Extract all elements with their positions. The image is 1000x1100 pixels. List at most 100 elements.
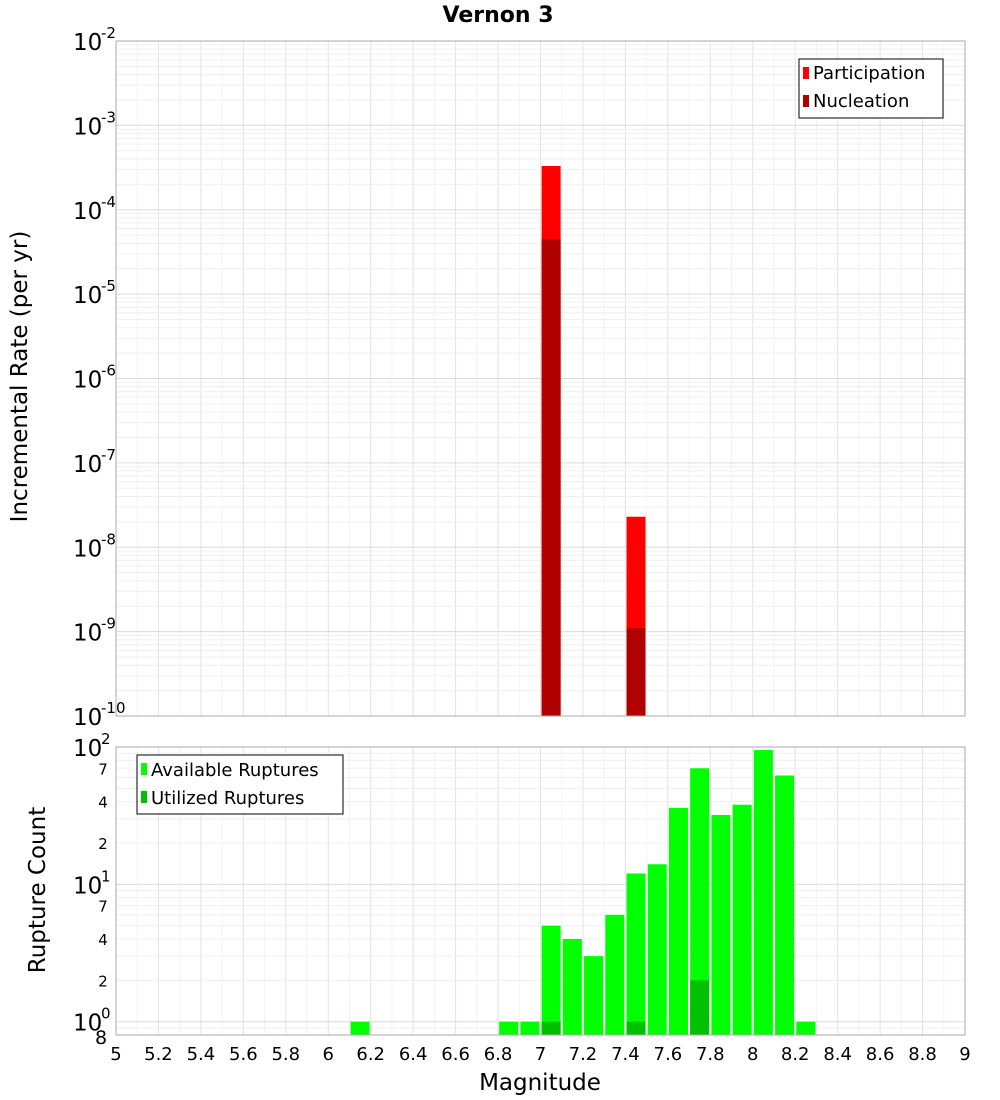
x-tick-label: 7 — [535, 1044, 546, 1065]
y-tick-exponent: -7 — [101, 446, 116, 464]
y-minor-tick-label: 4 — [98, 931, 108, 949]
y-tick-exponent: -4 — [101, 193, 116, 211]
y-tick-exponent: -2 — [101, 24, 116, 42]
x-tick-label: 8.4 — [823, 1044, 852, 1065]
available-ruptures-bar — [796, 1021, 816, 1035]
y-tick-label: 10 — [73, 283, 102, 309]
available-ruptures-bar — [605, 914, 625, 1035]
x-tick-label: 6.2 — [356, 1044, 385, 1065]
available-ruptures-bar — [626, 873, 646, 1035]
y-tick-exponent: -6 — [101, 362, 116, 380]
y-tick-label: 10 — [73, 368, 102, 394]
available-ruptures-bar — [753, 750, 773, 1035]
y-tick-label: 10 — [73, 1011, 102, 1037]
rate-y-axis-label: Incremental Rate (per yr) — [7, 231, 33, 523]
count-y-axis-label: Rupture Count — [25, 807, 51, 973]
legend-swatch-nucleation — [803, 95, 809, 107]
chart-title: Vernon 3 — [443, 3, 554, 28]
available-ruptures-bar — [584, 956, 604, 1035]
y-minor-tick-label: 2 — [98, 972, 108, 990]
y-tick-exponent: 0 — [101, 1005, 111, 1023]
y-minor-tick-label: 7 — [98, 898, 108, 916]
x-tick-label: 8.6 — [866, 1044, 895, 1065]
x-tick-label: 8.2 — [781, 1044, 810, 1065]
x-tick-label: 5.8 — [271, 1044, 300, 1065]
available-ruptures-bar — [711, 814, 731, 1035]
x-tick-label: 5.4 — [187, 1044, 216, 1065]
y-tick-exponent: -10 — [101, 699, 126, 717]
available-ruptures-bar — [668, 807, 688, 1035]
legend-label-participation: Participation — [813, 63, 925, 84]
x-tick-label: 6.8 — [484, 1044, 513, 1065]
count-legend-box — [136, 754, 344, 815]
legend-swatch-participation — [803, 67, 809, 79]
legend-label-nucleation: Nucleation — [813, 91, 909, 112]
y-tick-label: 10 — [73, 705, 102, 731]
y-tick-label: 10 — [73, 199, 102, 225]
available-ruptures-bar — [541, 925, 561, 1035]
x-tick-label: 5 — [110, 1044, 121, 1065]
rate-legend: Participation Nucleation — [798, 58, 944, 119]
y-tick-label: 10 — [73, 736, 102, 762]
x-axis-label: Magnitude — [479, 1070, 601, 1096]
y-tick-exponent: 2 — [101, 730, 111, 748]
available-ruptures-bar — [520, 1021, 540, 1035]
x-tick-label: 8 — [747, 1044, 758, 1065]
rate-bars — [541, 166, 646, 717]
y-tick-label: 10 — [73, 30, 102, 56]
x-tick-label: 7.4 — [611, 1044, 640, 1065]
x-tick-label: 8.8 — [908, 1044, 937, 1065]
y-tick-exponent: -3 — [101, 108, 116, 126]
count-legend: Available Ruptures Utilized Ruptures — [136, 754, 344, 815]
y-tick-label: 10 — [73, 114, 102, 140]
x-tick-label: 6 — [323, 1044, 334, 1065]
y-minor-tick-label: 2 — [98, 835, 108, 853]
y-tick-label: 10 — [73, 536, 102, 562]
x-tick-label: 5.2 — [144, 1044, 173, 1065]
rate-legend-box — [798, 58, 944, 119]
rate-plot-frame — [115, 40, 966, 717]
y-tick-label: 10 — [73, 452, 102, 478]
available-ruptures-bar — [690, 768, 710, 1035]
available-ruptures-bar — [732, 804, 752, 1035]
y-tick-label: 10 — [73, 621, 102, 647]
y-tick-exponent: 1 — [101, 867, 111, 885]
x-tick-label: 5.6 — [229, 1044, 258, 1065]
x-tick-label: 7.2 — [569, 1044, 598, 1065]
legend-swatch-available — [141, 763, 147, 775]
y-tick-exponent: -9 — [101, 615, 116, 633]
y-minor-tick-label: 4 — [98, 794, 108, 812]
utilized-ruptures-bar — [690, 980, 710, 1035]
utilized-ruptures-bar — [541, 1021, 561, 1035]
utilized-ruptures-bar — [626, 1021, 646, 1035]
available-ruptures-bar — [499, 1021, 519, 1035]
rate-grid — [115, 40, 966, 717]
x-tick-label: 7.6 — [654, 1044, 683, 1065]
y-minor-tick-label: 7 — [98, 760, 108, 778]
legend-swatch-utilized — [141, 791, 147, 803]
nucleation-bar — [626, 628, 646, 716]
y-minor-tick-label: 8 — [95, 1027, 107, 1049]
x-tick-labels: 5 5.2 5.4 5.6 5.8 6 6.2 6.4 6.6 6.8 7 7.2 7.4 7.6 7.8 8… — [110, 1044, 970, 1065]
count-plot-frame — [115, 746, 966, 1036]
y-tick-exponent: -8 — [101, 530, 116, 548]
count-bars — [350, 750, 816, 1035]
legend-label-available: Available Ruptures — [151, 760, 319, 781]
legend-label-utilized: Utilized Ruptures — [151, 788, 304, 809]
x-tick-label: 6.4 — [399, 1044, 428, 1065]
x-tick-label: 7.8 — [696, 1044, 725, 1065]
x-tick-label: 6.6 — [441, 1044, 470, 1065]
nucleation-bar — [541, 239, 561, 716]
x-tick-label: 9 — [959, 1044, 970, 1065]
available-ruptures-bar — [562, 939, 582, 1035]
y-tick-label: 10 — [73, 873, 102, 899]
y-tick-exponent: -5 — [101, 277, 116, 295]
available-ruptures-bar — [647, 864, 667, 1035]
available-ruptures-bar — [775, 775, 795, 1035]
available-ruptures-bar — [350, 1021, 370, 1035]
